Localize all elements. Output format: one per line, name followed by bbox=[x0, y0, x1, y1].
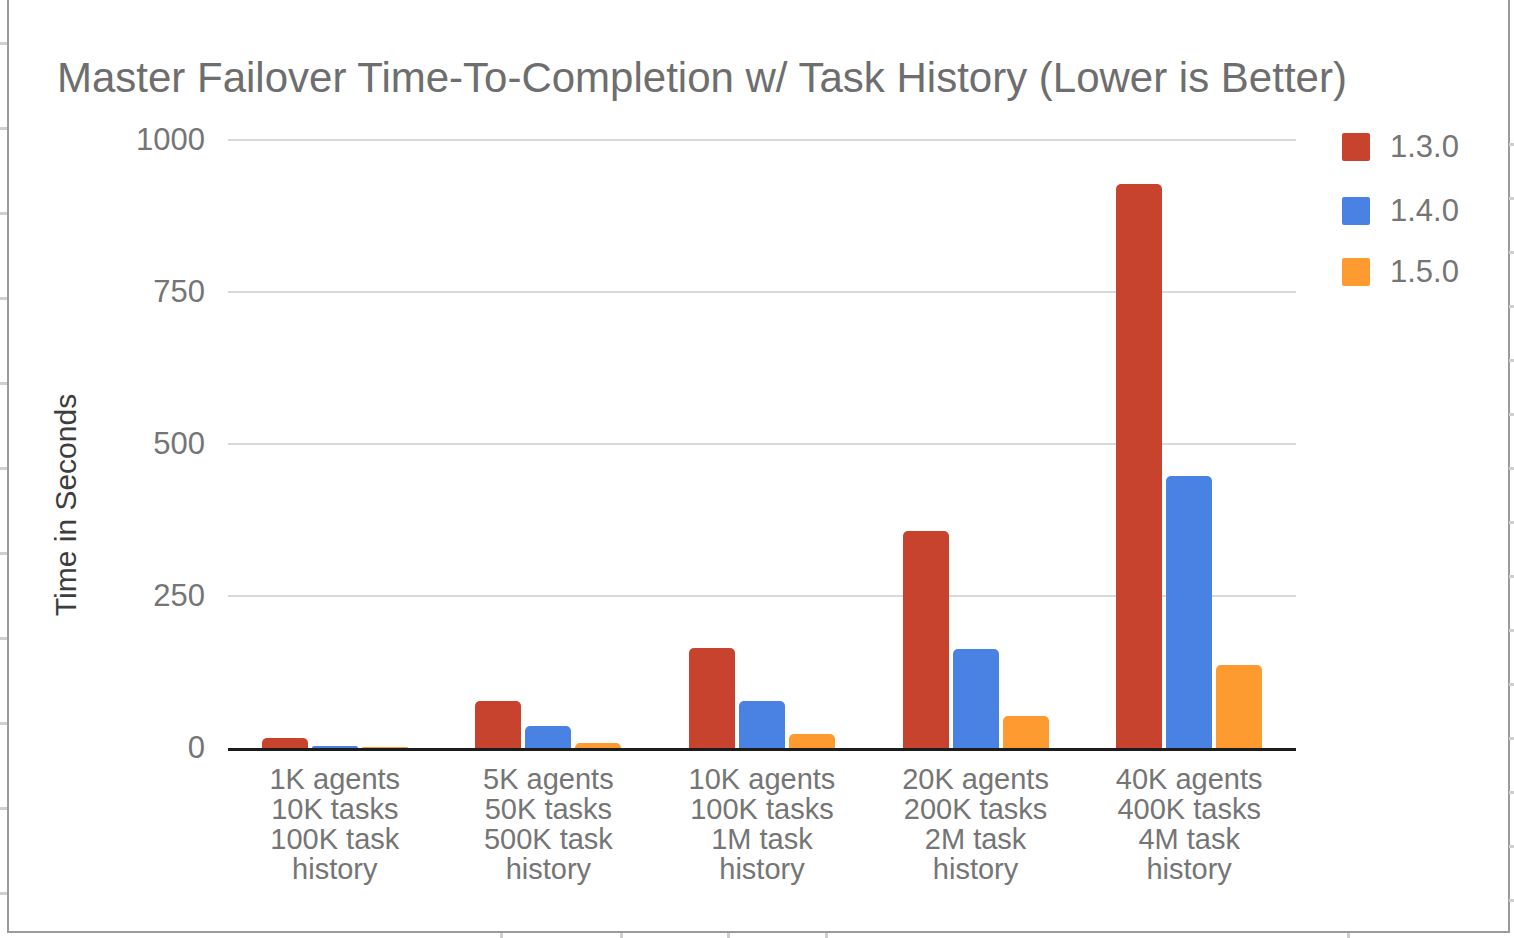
gridline-stub bbox=[1509, 521, 1514, 524]
gridline-stub bbox=[0, 212, 7, 215]
gridline-stub bbox=[0, 382, 7, 385]
plot-area bbox=[228, 140, 1296, 751]
legend-label-1.3.0: 1.3.0 bbox=[1390, 129, 1459, 165]
legend-row-1.3.0: 1.3.0 bbox=[1342, 129, 1459, 165]
gridline-stub bbox=[1509, 143, 1514, 146]
x-category-label-line: 4M task bbox=[1082, 824, 1296, 854]
legend-label-1.4.0: 1.4.0 bbox=[1390, 193, 1459, 229]
x-category-label-line: 5K agents bbox=[442, 764, 656, 794]
x-category-label-line: history bbox=[869, 854, 1083, 884]
bar-group-3 bbox=[655, 140, 869, 748]
x-category-label-line: 10K tasks bbox=[228, 794, 442, 824]
x-category-label-2: 5K agents50K tasks500K taskhistory bbox=[442, 764, 656, 884]
gridline-stub bbox=[500, 933, 503, 938]
x-category-label-5: 40K agents400K tasks4M taskhistory bbox=[1082, 764, 1296, 884]
x-category-label-line: 500K task bbox=[442, 824, 656, 854]
x-category-label-line: history bbox=[442, 854, 656, 884]
bar-1.3.0-group1 bbox=[262, 738, 308, 748]
gridline-stub bbox=[1509, 359, 1514, 362]
x-category-label-line: history bbox=[1082, 854, 1296, 884]
screenshot-root: Master Failover Time-To-Completion w/ Ta… bbox=[0, 0, 1514, 938]
bar-group-2 bbox=[442, 140, 656, 748]
y-tick-label-0: 0 bbox=[70, 730, 205, 766]
x-category-label-line: history bbox=[228, 854, 442, 884]
gridline-stub bbox=[0, 467, 7, 470]
bar-1.4.0-group2 bbox=[525, 726, 571, 748]
gridline-stub bbox=[1509, 791, 1514, 794]
gridline-stub bbox=[1509, 683, 1514, 686]
gridline-stub bbox=[825, 933, 828, 938]
bar-1.5.0-group4 bbox=[1003, 716, 1049, 748]
x-category-label-1: 1K agents10K tasks100K taskhistory bbox=[228, 764, 442, 884]
x-category-label-line: 40K agents bbox=[1082, 764, 1296, 794]
gridline-stub bbox=[1509, 845, 1514, 848]
bar-1.3.0-group2 bbox=[475, 701, 521, 748]
bar-group-1 bbox=[228, 140, 442, 748]
legend-label-1.5.0: 1.5.0 bbox=[1390, 254, 1459, 290]
bar-1.3.0-group4 bbox=[903, 531, 949, 748]
bar-1.5.0-group2 bbox=[575, 743, 621, 748]
legend-row-1.5.0: 1.5.0 bbox=[1342, 254, 1459, 290]
gridline-stub bbox=[1509, 737, 1514, 740]
x-category-label-line: 10K agents bbox=[655, 764, 869, 794]
gridline-stub bbox=[1509, 899, 1514, 902]
bar-1.5.0-group3 bbox=[789, 734, 835, 748]
gridline-stub bbox=[0, 892, 7, 895]
gridline-stub bbox=[727, 933, 730, 938]
x-category-label-line: 1K agents bbox=[228, 764, 442, 794]
legend-row-1.4.0: 1.4.0 bbox=[1342, 193, 1459, 229]
bar-group-5 bbox=[1082, 140, 1296, 748]
gridline-stub bbox=[0, 552, 7, 555]
x-category-label-line: 400K tasks bbox=[1082, 794, 1296, 824]
gridline-stub bbox=[1509, 575, 1514, 578]
x-category-label-line: history bbox=[655, 854, 869, 884]
gridline-stub bbox=[1509, 467, 1514, 470]
bar-1.5.0-group1 bbox=[362, 747, 408, 748]
chart-title: Master Failover Time-To-Completion w/ Ta… bbox=[57, 52, 1477, 104]
bar-1.3.0-group3 bbox=[689, 648, 735, 748]
gridline-stub bbox=[0, 297, 7, 300]
legend-swatch-1.5.0 bbox=[1342, 258, 1370, 286]
gridline-stub bbox=[0, 637, 7, 640]
x-category-label-line: 100K task bbox=[228, 824, 442, 854]
x-category-label-4: 20K agents200K tasks2M taskhistory bbox=[869, 764, 1083, 884]
legend-swatch-1.3.0 bbox=[1342, 133, 1370, 161]
y-tick-label-750: 750 bbox=[70, 274, 205, 310]
bar-group-4 bbox=[869, 140, 1083, 748]
x-category-label-line: 100K tasks bbox=[655, 794, 869, 824]
x-category-label-line: 200K tasks bbox=[869, 794, 1083, 824]
gridline-stub bbox=[1509, 629, 1514, 632]
bar-1.4.0-group5 bbox=[1166, 476, 1212, 748]
gridline-stub bbox=[620, 933, 623, 938]
gridline-stub bbox=[1509, 197, 1514, 200]
gridline-stub bbox=[0, 807, 7, 810]
y-tick-label-250: 250 bbox=[70, 578, 205, 614]
bar-1.4.0-group1 bbox=[312, 746, 358, 748]
legend-swatch-1.4.0 bbox=[1342, 197, 1370, 225]
x-category-label-3: 10K agents100K tasks1M taskhistory bbox=[655, 764, 869, 884]
gridline-stub bbox=[1509, 251, 1514, 254]
gridline-stub bbox=[0, 42, 7, 45]
bar-1.4.0-group3 bbox=[739, 701, 785, 748]
x-category-label-line: 20K agents bbox=[869, 764, 1083, 794]
y-tick-label-1000: 1000 bbox=[70, 122, 205, 158]
gridline-stub bbox=[1347, 933, 1350, 938]
x-category-label-line: 50K tasks bbox=[442, 794, 656, 824]
bar-1.3.0-group5 bbox=[1116, 184, 1162, 748]
bar-1.4.0-group4 bbox=[953, 649, 999, 748]
gridline-stub bbox=[0, 127, 7, 130]
x-category-label-line: 2M task bbox=[869, 824, 1083, 854]
gridline-stub bbox=[1509, 305, 1514, 308]
x-category-label-line: 1M task bbox=[655, 824, 869, 854]
y-tick-label-500: 500 bbox=[70, 426, 205, 462]
bar-1.5.0-group5 bbox=[1216, 665, 1262, 748]
gridline-stub bbox=[0, 722, 7, 725]
x-category-labels: 1K agents10K tasks100K taskhistory5K age… bbox=[228, 764, 1296, 884]
gridline-stub bbox=[1509, 413, 1514, 416]
